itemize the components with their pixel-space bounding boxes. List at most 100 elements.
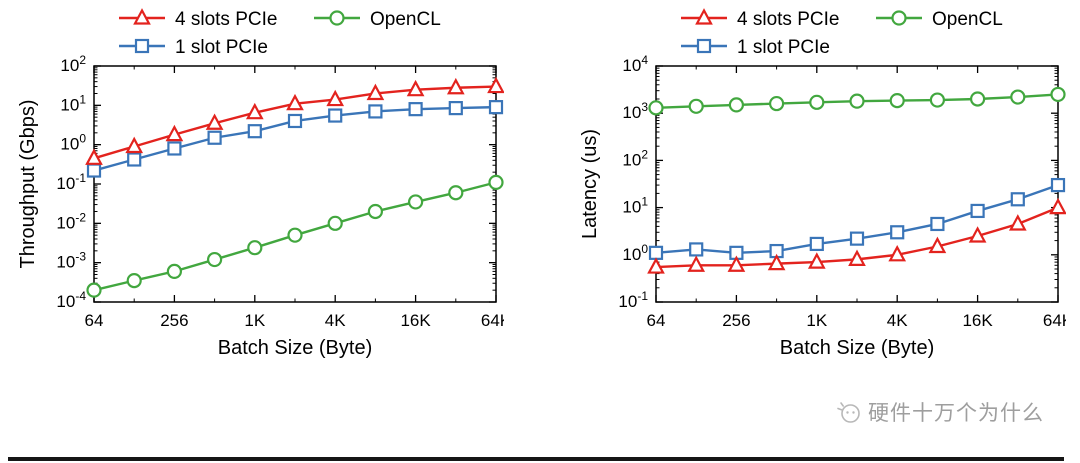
opencl-marker (809, 94, 825, 110)
1-slot-pcie-marker (86, 163, 102, 178)
opencl-marker (126, 272, 142, 289)
1-slot-pcie-marker (408, 102, 423, 117)
y-tick-label: 100 (60, 132, 86, 154)
1-slot-pcie-marker (247, 124, 262, 139)
opencl-legend-label: OpenCL (370, 9, 441, 30)
1-slot-pcie-marker (448, 101, 463, 116)
x-axis-label: Batch Size (Byte) (780, 337, 935, 359)
x-tick-label: 1K (806, 311, 827, 330)
1-slot-pcie-marker (488, 100, 504, 115)
4-slots-pcie-marker (85, 148, 103, 165)
opencl-marker (247, 240, 263, 256)
4-slots-pcie-marker (1049, 197, 1067, 215)
y-tick-label: 10-1 (56, 171, 86, 193)
y-tick-label: 102 (60, 53, 86, 75)
opencl-marker (728, 97, 744, 113)
y-tick-label: 104 (622, 53, 648, 75)
opencl-marker (287, 227, 303, 243)
x-tick-label: 16K (400, 311, 431, 330)
throughput-chart-svg: 10-4 10-3 10-2 10-1 100 101 102 64 256 1K 4K 16K 64K… (17, 8, 512, 359)
4-slots-pcie-marker (928, 236, 947, 254)
4-slots-pcie-legend-marker (133, 8, 151, 25)
1-slot-pcie-marker (287, 113, 303, 129)
4-slots-pcie-marker (406, 79, 425, 97)
x-tick-label: 4K (325, 311, 346, 330)
opencl-marker (688, 98, 704, 114)
1-slot-pcie-marker (127, 152, 142, 167)
4-slots-pcie-legend-label: 4 slots PCIe (737, 9, 839, 30)
1-slot-pcie-legend-label: 1 slot PCIe (737, 37, 830, 58)
x-tick-label: 4K (887, 311, 908, 330)
1-slot-pcie-marker (648, 245, 664, 260)
y-tick-label: 10-1 (618, 289, 648, 311)
x-tick-label: 1K (244, 311, 265, 330)
x-tick-label: 16K (962, 311, 993, 330)
opencl-legend-label: OpenCL (932, 9, 1003, 30)
opencl-marker (889, 92, 905, 109)
4-slots-pcie-marker (647, 257, 665, 274)
4-slots-pcie-marker (245, 102, 264, 120)
4-slots-pcie-marker (446, 77, 465, 95)
latency-chart-svg: 10-1 100 101 102 103 104 64 256 1K 4K 16K 64K Batch … (579, 8, 1074, 359)
y-tick-label: 10-4 (56, 289, 86, 311)
charts-row: 10-4 10-3 10-2 10-1 100 101 102 64 256 1K 4K 16K 64K… (0, 2, 1080, 367)
opencl-marker (488, 174, 504, 190)
4-slots-pcie-marker (286, 93, 304, 111)
4-slots-pcie-marker (888, 244, 907, 262)
1-slot-pcie-marker (809, 236, 824, 252)
opencl-marker (1050, 86, 1066, 103)
y-axis-label: Throughput (Gbps) (17, 100, 39, 269)
x-tick-label: 64K (481, 311, 504, 330)
y-tick-label: 101 (622, 195, 648, 217)
opencl-marker (207, 251, 223, 268)
1-slot-pcie-marker (328, 108, 343, 123)
opencl-marker (327, 215, 343, 231)
opencl-marker (970, 91, 986, 107)
1-slot-pcie-marker (849, 231, 865, 246)
opencl-marker (367, 203, 383, 220)
1-slot-pcie-marker (1050, 177, 1066, 193)
x-tick-label: 64 (647, 311, 666, 330)
opencl-legend-marker (891, 10, 907, 26)
y-axis-label: Latency (us) (579, 129, 601, 239)
1-slot-pcie-legend-marker (134, 38, 150, 54)
1-slot-pcie-legend-label: 1 slot PCIe (175, 37, 268, 58)
4-slots-pcie-marker (487, 76, 505, 94)
1-slot-pcie-legend-marker (696, 38, 712, 54)
y-tick-label: 103 (622, 100, 648, 122)
y-tick-label: 100 (622, 242, 648, 264)
4-slots-pcie-marker (807, 252, 826, 269)
opencl-marker (769, 95, 785, 112)
4-slots-pcie-marker (165, 124, 184, 142)
4-slots-pcie-marker (848, 249, 866, 266)
opencl-marker (1010, 89, 1026, 105)
y-tick-label: 102 (622, 147, 648, 169)
1-slot-pcie-marker (1010, 192, 1025, 207)
latency-chart: 10-1 100 101 102 103 104 64 256 1K 4K 16K 64K Batch … (576, 2, 1074, 367)
watermark: 硬件十万个为什么 (835, 397, 1044, 427)
opencl-marker (448, 185, 464, 201)
opencl-marker (86, 282, 102, 298)
opencl-marker (166, 263, 182, 279)
x-tick-label: 64K (1043, 311, 1066, 330)
1-slot-pcie-marker (890, 225, 905, 240)
opencl-marker (929, 92, 945, 108)
throughput-chart: 10-4 10-3 10-2 10-1 100 101 102 64 256 1K 4K 16K 64K… (14, 2, 512, 367)
y-tick-label: 101 (60, 92, 86, 114)
1-slot-pcie-marker (167, 141, 182, 156)
opencl-marker (648, 100, 664, 116)
1-slot-pcie-marker (930, 216, 945, 232)
opencl-marker (849, 93, 865, 109)
opencl-marker (408, 194, 424, 210)
4-slots-pcie-marker (767, 253, 786, 271)
4-slots-pcie-marker (727, 255, 746, 272)
4-slots-pcie-legend-label: 4 slots PCIe (175, 9, 277, 30)
4-slots-pcie-marker (687, 255, 706, 272)
x-axis-label: Batch Size (Byte) (218, 337, 373, 359)
1-slot-pcie-marker (207, 130, 222, 145)
4-slots-pcie-legend-marker (695, 8, 713, 25)
4-slots-pcie-marker (125, 136, 144, 154)
1-slot-pcie-marker (689, 242, 704, 257)
4-slots-pcie-marker (968, 226, 987, 243)
